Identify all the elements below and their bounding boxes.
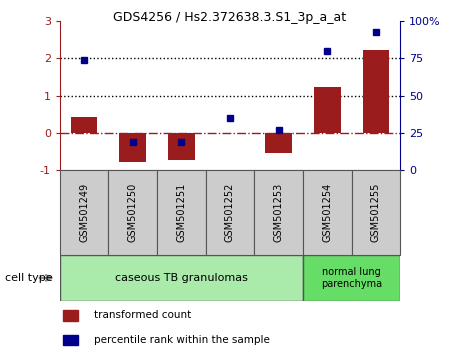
Bar xyxy=(119,133,146,162)
Bar xyxy=(362,50,388,133)
Bar xyxy=(351,170,399,255)
Bar xyxy=(302,255,399,301)
Bar xyxy=(60,170,108,255)
Bar xyxy=(71,117,97,133)
Bar xyxy=(254,170,302,255)
Text: cell type: cell type xyxy=(5,273,52,283)
Bar xyxy=(302,170,351,255)
Bar xyxy=(313,87,340,133)
Bar xyxy=(168,133,194,160)
Bar xyxy=(60,255,302,301)
Text: GDS4256 / Hs2.372638.3.S1_3p_a_at: GDS4256 / Hs2.372638.3.S1_3p_a_at xyxy=(113,11,346,24)
Text: GSM501254: GSM501254 xyxy=(322,183,331,242)
Text: GSM501255: GSM501255 xyxy=(370,183,380,242)
Bar xyxy=(63,310,77,321)
Text: GSM501249: GSM501249 xyxy=(79,183,89,242)
Bar xyxy=(205,170,254,255)
Text: caseous TB granulomas: caseous TB granulomas xyxy=(115,273,247,283)
Text: normal lung
parenchyma: normal lung parenchyma xyxy=(320,267,381,289)
Text: GSM501250: GSM501250 xyxy=(128,183,137,242)
Bar xyxy=(63,335,77,345)
Bar xyxy=(157,170,205,255)
Bar xyxy=(265,133,291,153)
Text: GSM501251: GSM501251 xyxy=(176,183,186,242)
Text: GSM501253: GSM501253 xyxy=(273,183,283,242)
Bar xyxy=(108,170,157,255)
Text: GSM501252: GSM501252 xyxy=(224,183,235,242)
Text: percentile rank within the sample: percentile rank within the sample xyxy=(94,335,269,345)
Text: transformed count: transformed count xyxy=(94,310,190,320)
